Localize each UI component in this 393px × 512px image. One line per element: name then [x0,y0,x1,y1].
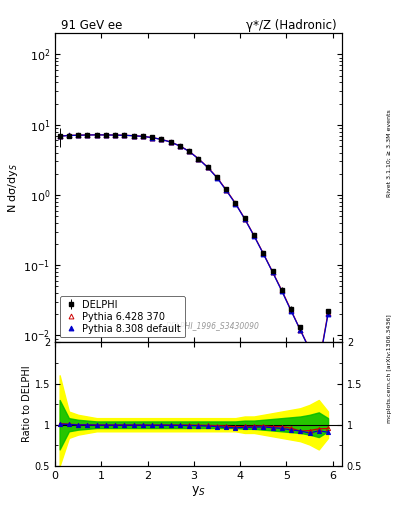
Pythia 6.428 370 [307,346,312,352]
Pythia 6.428 370 [168,139,173,145]
Pythia 8.308 default [94,132,99,138]
Pythia 6.428 370 [261,250,266,257]
Pythia 8.308 default [279,288,284,294]
Line: Pythia 8.308 default: Pythia 8.308 default [57,133,331,368]
Text: mcplots.cern.ch [arXiv:1306.3436]: mcplots.cern.ch [arXiv:1306.3436] [387,314,392,423]
Pythia 6.428 370 [252,232,256,239]
Pythia 8.308 default [168,139,173,145]
Text: 91 GeV ee: 91 GeV ee [61,19,122,32]
Y-axis label: Ratio to DELPHI: Ratio to DELPHI [22,366,32,442]
Pythia 6.428 370 [326,310,331,316]
Pythia 6.428 370 [131,133,136,139]
Pythia 6.428 370 [66,132,71,138]
Pythia 8.308 default [159,136,164,142]
Pythia 6.428 370 [279,287,284,293]
Pythia 8.308 default [76,132,81,138]
Pythia 6.428 370 [196,156,201,162]
Pythia 8.308 default [252,233,256,239]
Pythia 6.428 370 [113,132,118,138]
Pythia 8.308 default [85,132,90,138]
Pythia 8.308 default [206,164,210,170]
Pythia 6.428 370 [141,133,145,139]
Pythia 6.428 370 [57,133,62,139]
Pythia 8.308 default [187,148,191,155]
Pythia 8.308 default [307,347,312,353]
Pythia 6.428 370 [215,174,219,180]
Pythia 8.308 default [178,143,182,149]
Pythia 6.428 370 [298,327,303,333]
Pythia 8.308 default [122,132,127,138]
Pythia 6.428 370 [122,132,127,138]
Pythia 8.308 default [224,187,229,194]
Pythia 8.308 default [113,132,118,138]
Pythia 6.428 370 [94,132,99,138]
Pythia 6.428 370 [224,187,229,193]
Pythia 8.308 default [326,311,331,317]
Pythia 6.428 370 [270,269,275,275]
Pythia 8.308 default [196,156,201,162]
Pythia 6.428 370 [150,135,154,141]
Pythia 6.428 370 [104,132,108,138]
Pythia 8.308 default [298,327,303,333]
Text: γ*/Z (Hadronic): γ*/Z (Hadronic) [246,19,336,32]
X-axis label: y$_S$: y$_S$ [191,483,206,498]
Pythia 8.308 default [215,175,219,181]
Pythia 6.428 370 [159,136,164,142]
Line: Pythia 6.428 370: Pythia 6.428 370 [57,133,331,368]
Pythia 6.428 370 [206,164,210,170]
Pythia 8.308 default [57,133,62,139]
Pythia 8.308 default [270,269,275,275]
Pythia 8.308 default [261,250,266,257]
Pythia 6.428 370 [178,143,182,149]
Pythia 8.308 default [233,201,238,207]
Pythia 6.428 370 [187,148,191,155]
Pythia 8.308 default [141,133,145,139]
Pythia 8.308 default [150,135,154,141]
Pythia 6.428 370 [316,362,321,368]
Legend: DELPHI, Pythia 6.428 370, Pythia 8.308 default: DELPHI, Pythia 6.428 370, Pythia 8.308 d… [60,296,185,337]
Pythia 6.428 370 [242,216,247,222]
Text: Rivet 3.1.10; ≥ 3.3M events: Rivet 3.1.10; ≥ 3.3M events [387,110,392,198]
Pythia 8.308 default [66,133,71,139]
Pythia 8.308 default [288,308,293,314]
Pythia 8.308 default [242,216,247,222]
Pythia 6.428 370 [85,132,90,138]
Pythia 6.428 370 [288,307,293,313]
Pythia 6.428 370 [76,132,81,138]
Pythia 8.308 default [316,363,321,369]
Y-axis label: N dσ/dy$_S$: N dσ/dy$_S$ [6,163,20,213]
Pythia 8.308 default [131,133,136,139]
Text: DELPHI_1996_S3430090: DELPHI_1996_S3430090 [166,321,260,330]
Pythia 8.308 default [104,132,108,138]
Pythia 6.428 370 [233,200,238,206]
